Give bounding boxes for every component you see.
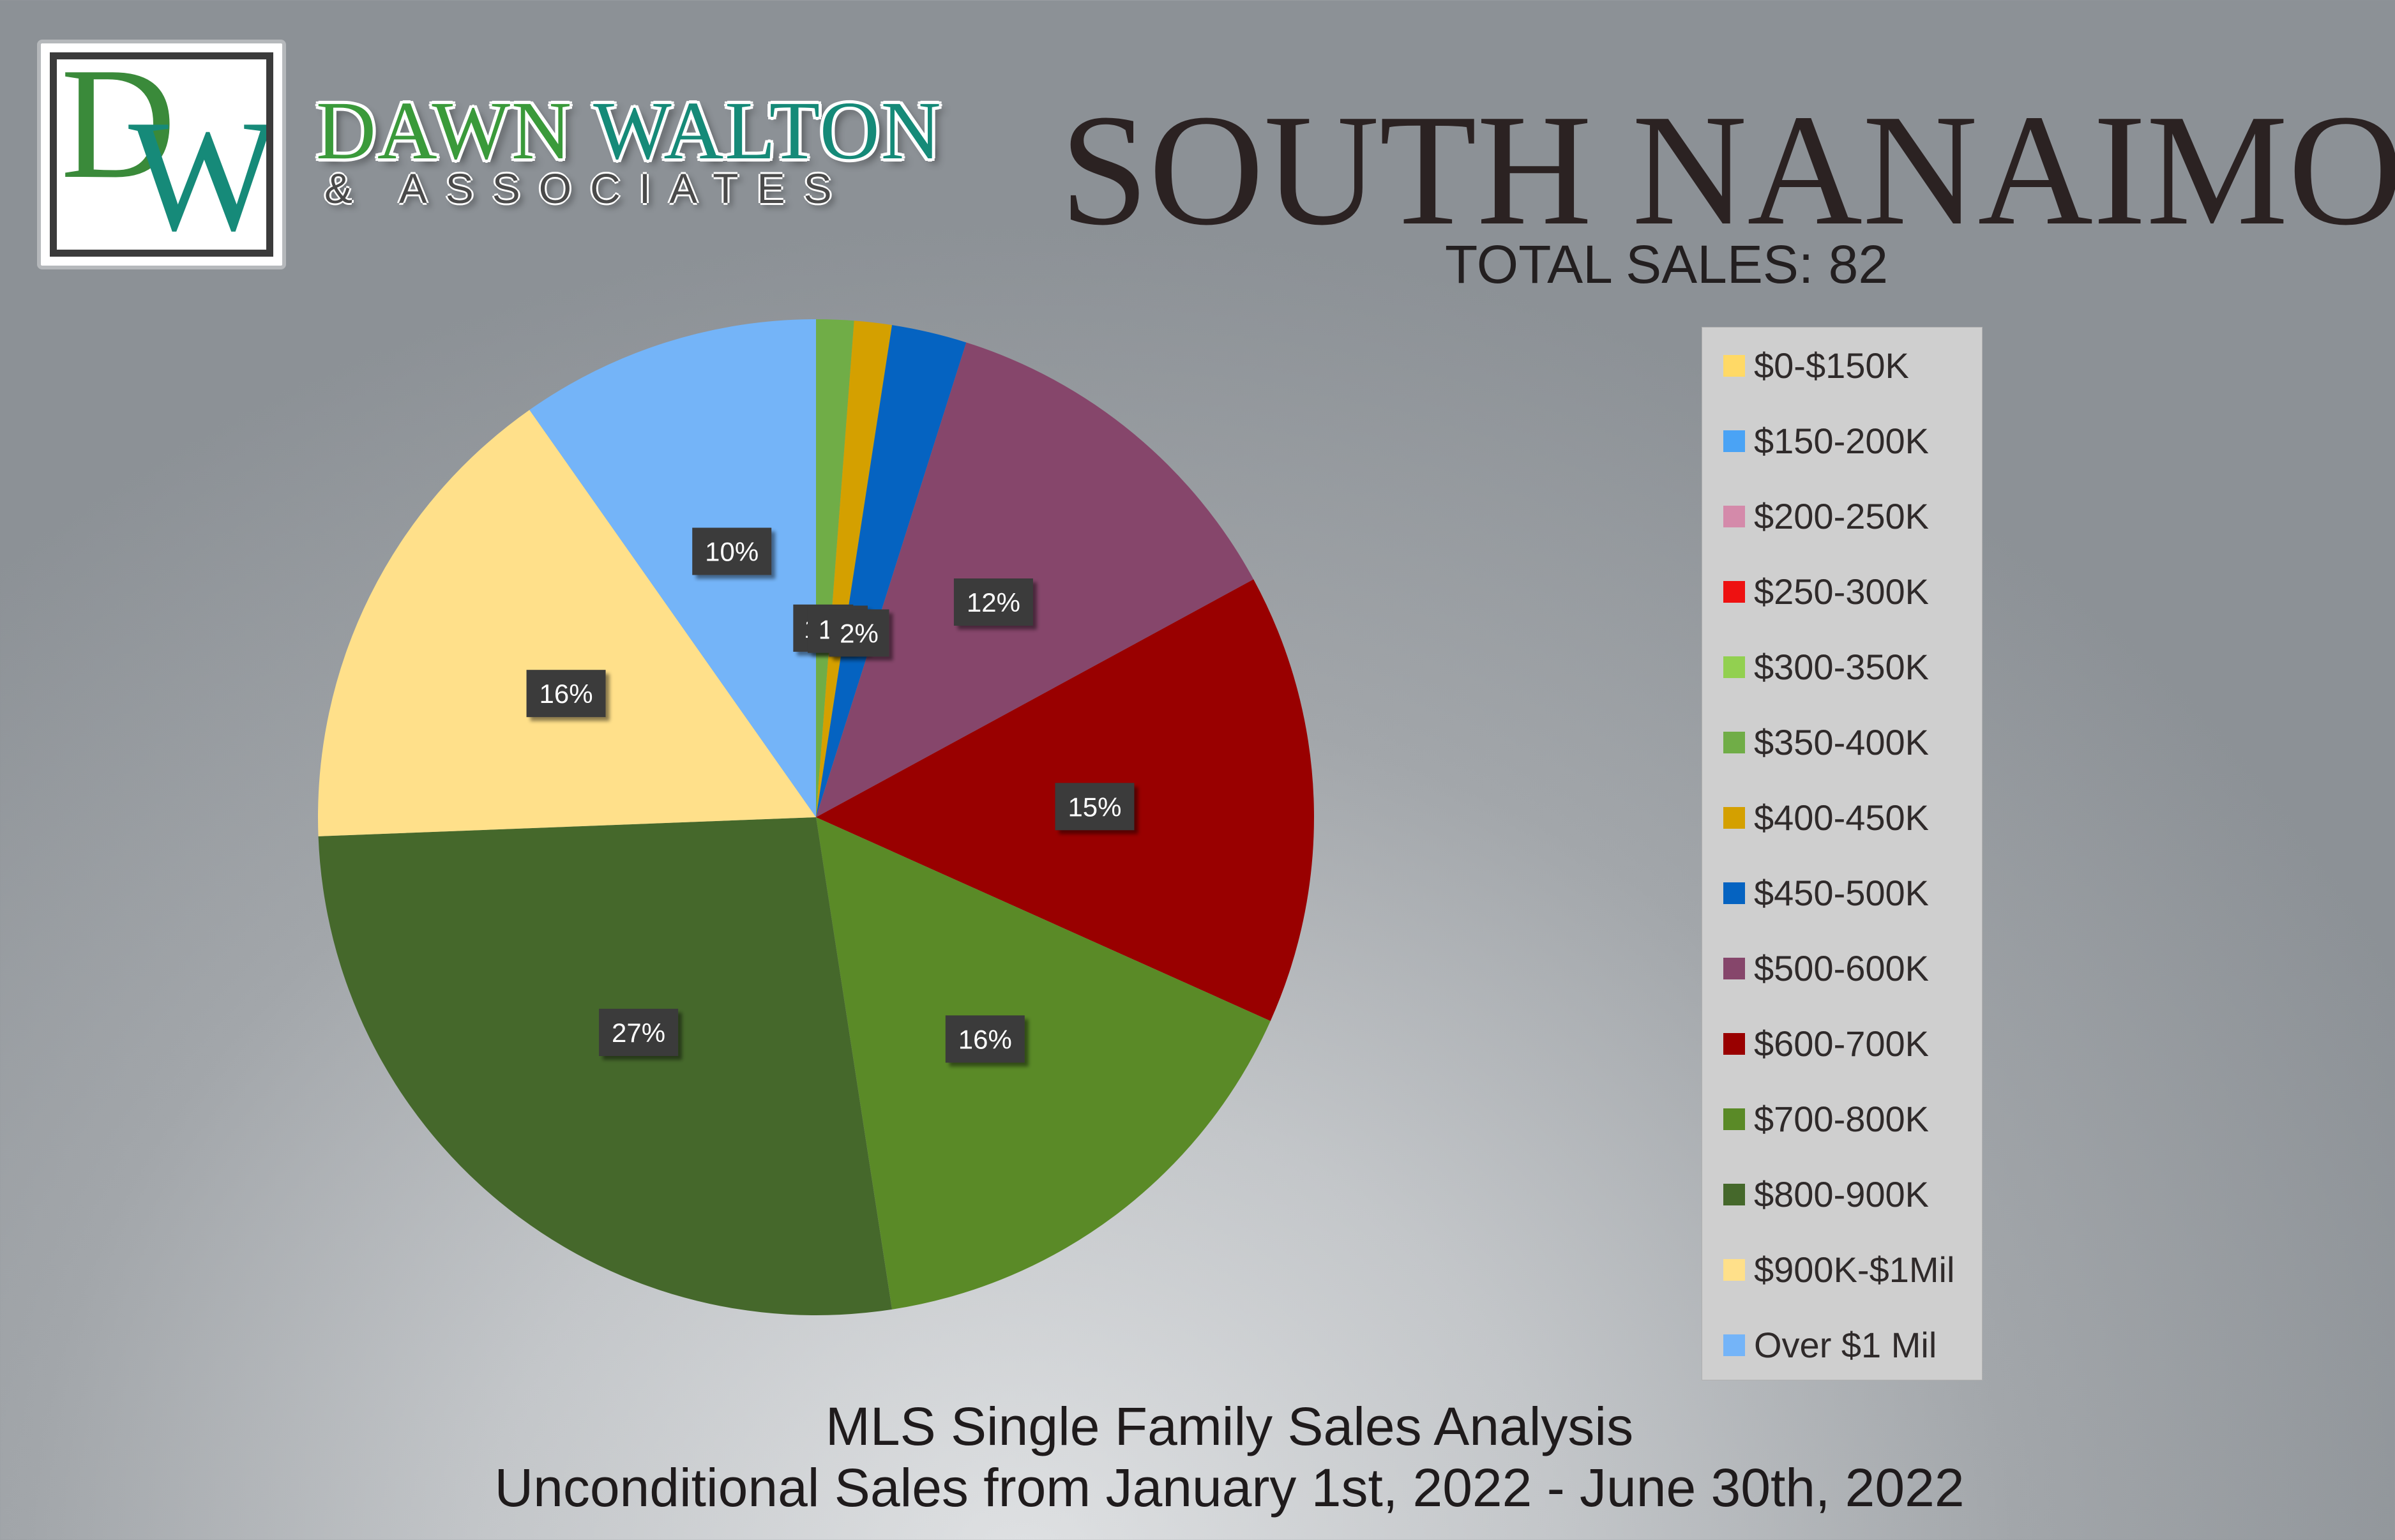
legend-swatch [1723, 1108, 1745, 1130]
legend-swatch [1723, 1259, 1745, 1281]
data-label-box [945, 1015, 1025, 1063]
data-label-text: 15% [1068, 792, 1121, 822]
data-label-box [692, 527, 772, 575]
legend-item-300-350k: $300-350K [1723, 648, 1929, 686]
pie-slice-700-800k [816, 817, 1271, 1310]
brand-name: DAWN WALTON [316, 89, 942, 172]
legend-label: $800-900K [1754, 1174, 1930, 1214]
page-title: South Nanaimo [1060, 82, 2395, 259]
logo: D W [37, 40, 286, 269]
legend-label: $250-300K [1754, 571, 1930, 612]
legend-swatch [1723, 656, 1745, 678]
legend-swatch [1723, 1184, 1745, 1205]
data-label-500-600k: 12% [953, 578, 1033, 626]
legend-swatch [1723, 430, 1745, 452]
data-label-600-700k: 15% [1055, 783, 1135, 831]
data-label-900k-1mil: 16% [526, 670, 606, 718]
data-label-text: 27% [612, 1018, 665, 1048]
pie-slice-900k-1mil [318, 410, 816, 836]
legend-label: $600-700K [1754, 1023, 1930, 1064]
data-label-box [953, 578, 1033, 626]
legend-label: $0-$150K [1754, 345, 1909, 386]
footer-title: MLS Single Family Sales Analysis [825, 1396, 1634, 1456]
data-label-over-1-mil: 10% [692, 527, 772, 575]
legend-label: $200-250K [1754, 496, 1930, 536]
legend-item-200-250k: $200-250K [1723, 497, 1929, 536]
legend-item-500-600k: $500-600K [1723, 949, 1929, 988]
footer-subtitle: Unconditional Sales from January 1st, 20… [494, 1458, 1965, 1518]
pie-slice-350-400k [816, 319, 854, 817]
logo-letter-w: W [128, 87, 273, 257]
legend-label: $300-350K [1754, 647, 1930, 687]
legend-label: $900K-$1Mil [1754, 1249, 1955, 1290]
legend-swatch [1723, 882, 1745, 904]
data-label-700-800k: 16% [945, 1015, 1025, 1063]
legend-swatch [1723, 355, 1745, 377]
legend-item-0-150k: $0-$150K [1723, 347, 1909, 385]
legend-label: $350-400K [1754, 722, 1930, 762]
legend-item-700-800k: $700-800K [1723, 1100, 1929, 1138]
legend-item-900k-1mil: $900K-$1Mil [1723, 1251, 1954, 1289]
logo-letter-d: D [61, 52, 176, 212]
data-label-800-900k: 27% [599, 1008, 679, 1056]
data-label-box [1055, 783, 1135, 831]
data-label-box [599, 1008, 679, 1056]
brand-subtitle: & ASSOCIATES [324, 165, 850, 212]
data-label-450-500k: 2% [829, 609, 889, 657]
legend-label: Over $1 Mil [1754, 1325, 1937, 1365]
legend-label: $450-500K [1754, 873, 1930, 913]
legend-swatch [1723, 732, 1745, 753]
legend-item-250-300k: $250-300K [1723, 573, 1929, 611]
legend-item-150-200k: $150-200K [1723, 422, 1929, 460]
legend-label: $400-450K [1754, 797, 1930, 838]
logo-frame: D W [50, 52, 273, 257]
data-label-text: 10% [705, 537, 759, 567]
legend-item-over-1-mil: Over $1 Mil [1723, 1326, 1937, 1364]
pie-slice-800-900k [318, 817, 893, 1315]
data-label-text: 16% [958, 1024, 1012, 1054]
legend-swatch [1723, 581, 1745, 603]
brand-name-last: WALTON [593, 85, 942, 177]
chart-legend: $0-$150K $150-200K $200-250K $250-300K $300-… [1702, 327, 1983, 1380]
legend-item-350-400k: $350-400K [1723, 723, 1929, 762]
pie-slice-400-450k [816, 321, 893, 817]
legend-item-800-900k: $800-900K [1723, 1175, 1929, 1214]
data-label-box [526, 670, 606, 718]
legend-swatch [1723, 807, 1745, 829]
legend-swatch [1723, 958, 1745, 979]
data-label-box [829, 609, 889, 657]
pie-slice-500-600k [816, 342, 1254, 817]
pie-slice-over-1-mil [529, 319, 816, 817]
pie-slice-450-500k [816, 325, 967, 818]
legend-label: $700-800K [1754, 1099, 1930, 1139]
legend-label: $500-600K [1754, 948, 1930, 988]
legend-swatch [1723, 1334, 1745, 1356]
total-sales: TOTAL SALES: 82 [1444, 234, 1889, 294]
legend-swatch [1723, 1033, 1745, 1055]
data-label-text: 2% [840, 618, 879, 648]
data-label-text: 12% [967, 587, 1020, 617]
legend-item-450-500k: $450-500K [1723, 874, 1929, 912]
data-label-text: 16% [540, 679, 593, 709]
legend-item-600-700k: $600-700K [1723, 1025, 1929, 1063]
legend-item-400-450k: $400-450K [1723, 799, 1929, 837]
legend-label: $150-200K [1754, 421, 1930, 461]
brand-name-first: DAWN [316, 85, 573, 177]
legend-swatch [1723, 506, 1745, 527]
